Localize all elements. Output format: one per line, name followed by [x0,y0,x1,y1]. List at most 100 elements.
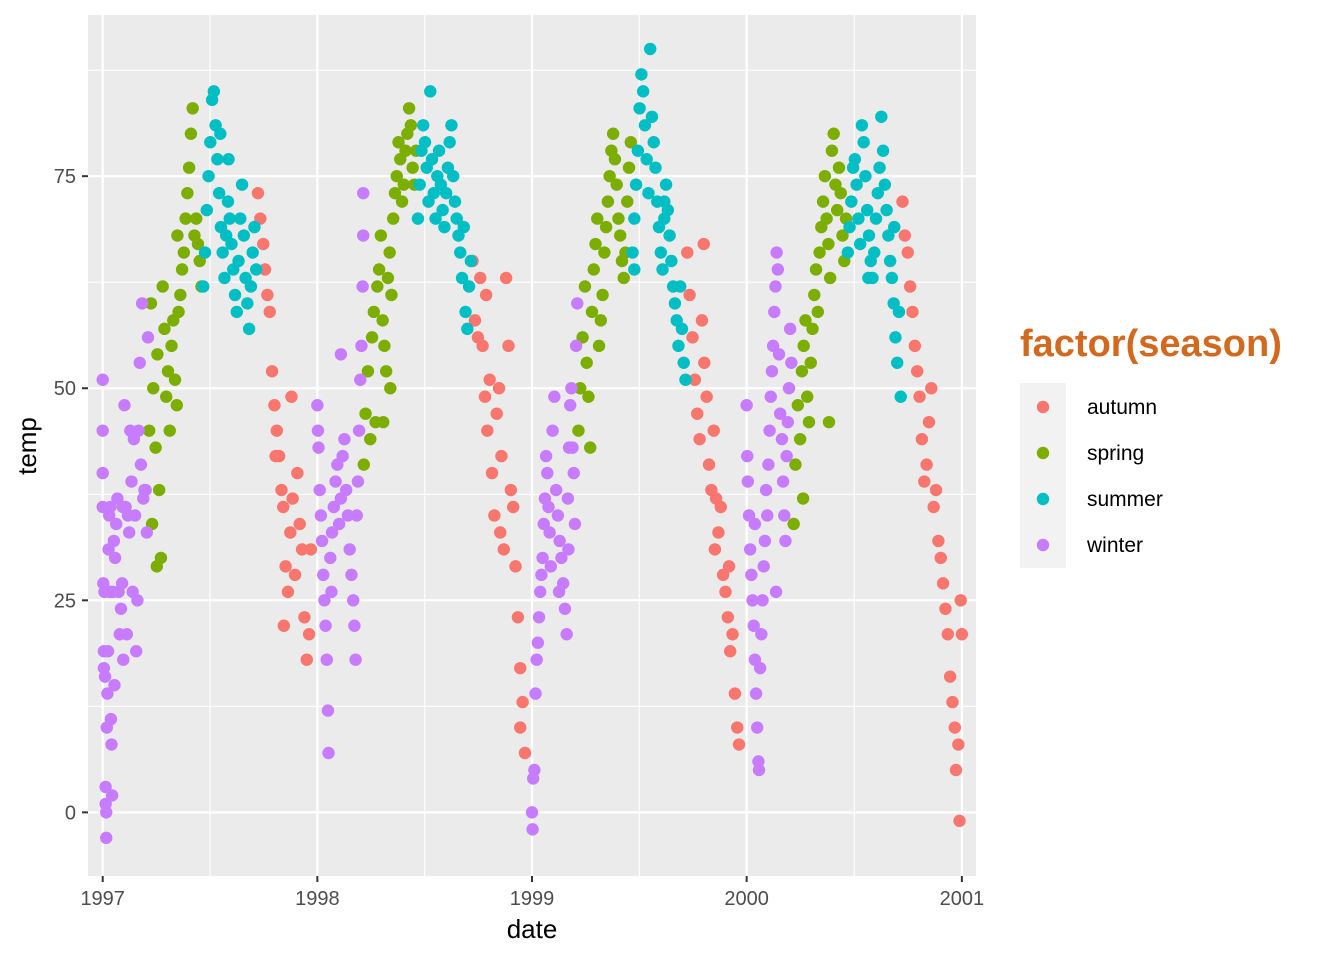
point-winter [756,594,769,607]
point-spring [799,314,812,327]
point-spring [184,127,198,140]
point-spring [580,356,593,369]
point-winter [321,704,335,717]
point-spring [594,314,608,327]
point-winter [535,568,548,582]
point-winter [100,806,113,819]
point-spring [399,144,412,157]
point-winter [542,500,555,514]
point-summer [629,178,643,191]
point-summer [218,271,231,285]
point-spring [813,246,826,259]
point-summer [628,212,641,225]
x-tick-label: 1999 [510,888,555,910]
x-tick-label: 1997 [80,888,125,910]
point-winter [785,356,798,369]
point-winter [778,509,791,522]
point-winter [529,687,542,700]
point-summer [677,356,690,369]
point-spring [572,424,585,437]
point-spring [175,263,189,276]
point-winter [100,831,113,845]
point-autumn [497,543,510,556]
point-winter [783,322,797,336]
point-spring [834,186,847,200]
point-spring [832,161,846,174]
point-winter [338,432,351,446]
point-autumn [478,390,492,403]
point-winter [776,475,790,488]
point-winter [96,466,109,480]
point-autumn [920,458,933,471]
point-spring [388,186,402,200]
point-summer [214,127,227,140]
point-autumn [918,475,931,488]
point-summer [869,212,883,225]
point-winter [317,568,330,582]
point-autumn [291,466,304,480]
point-winter [751,721,764,734]
legend-label-summer: summer [1087,488,1163,511]
point-winter [325,585,338,599]
point-spring [181,186,194,200]
point-spring [152,483,166,497]
point-spring [150,560,164,573]
point-spring [186,102,199,115]
point-autumn [910,365,924,378]
point-spring [385,288,398,302]
point-summer [635,68,648,81]
point-winter [759,483,773,497]
point-autumn [732,738,746,751]
point-autumn [714,500,727,514]
point-spring [365,331,379,344]
point-winter [553,534,566,548]
point-spring [801,390,814,403]
point-autumn [304,543,318,556]
point-spring [163,424,176,437]
x-axis: 1997 1998 1999 2000 2001 [80,876,984,910]
point-summer [228,288,242,302]
point-winter [763,424,776,437]
point-spring [820,212,833,225]
point-autumn [898,229,912,242]
point-autumn [712,526,725,539]
point-winter [108,678,121,692]
point-winter [98,670,112,683]
point-winter [565,382,578,395]
point-winter [745,568,758,582]
point-summer [668,297,682,310]
point-summer [654,246,667,259]
point-summer [636,85,650,98]
point-spring [789,458,802,471]
point-winter [140,526,154,539]
point-summer [222,153,235,166]
point-winter [315,534,329,548]
point-spring [383,246,396,259]
point-winter [320,653,333,666]
point-winter [324,551,337,565]
point-autumn [952,738,965,751]
point-winter [339,483,353,497]
point-summer [645,110,659,123]
point-autumn [941,628,954,641]
point-spring [806,322,819,336]
point-summer [644,42,657,56]
y-tick-label: 25 [54,590,76,612]
point-winter [354,373,367,386]
point-spring [392,136,405,149]
legend-title: factor(season) [1020,323,1282,365]
point-autumn [922,415,936,429]
point-autumn [265,365,279,378]
point-summer [462,280,476,293]
point-spring [359,407,372,420]
x-tick-label: 2000 [724,888,769,910]
point-spring [147,382,160,395]
point-spring [387,212,400,225]
point-autumn [901,246,914,259]
point-spring [822,415,836,429]
point-spring [379,365,393,378]
point-summer [888,220,901,234]
point-autumn [721,611,735,624]
point-autumn [697,237,710,251]
point-winter [526,823,539,836]
